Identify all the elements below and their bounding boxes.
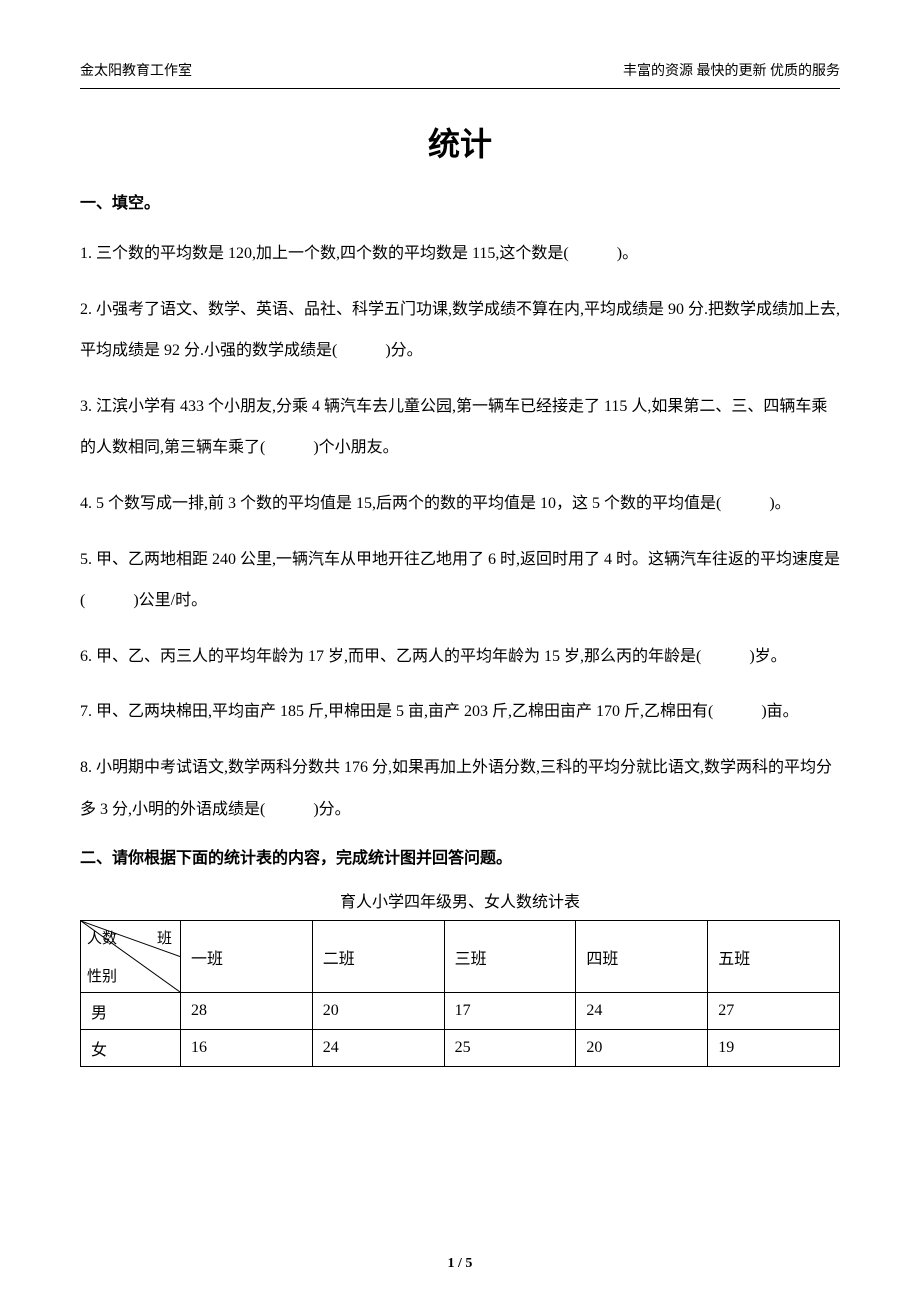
question-5: 5. 甲、乙两地相距 240 公里,一辆汽车从甲地开往乙地用了 6 时,返回时用…	[80, 539, 840, 622]
question-2: 2. 小强考了语文、数学、英语、品社、科学五门功课,数学成绩不算在内,平均成绩是…	[80, 289, 840, 372]
table-row: 男 28 20 17 24 27	[81, 993, 840, 1030]
table-row-label: 男	[81, 993, 181, 1030]
question-6: 6. 甲、乙、丙三人的平均年龄为 17 岁,而甲、乙两人的平均年龄为 15 岁,…	[80, 636, 840, 678]
table-cell: 27	[708, 993, 840, 1030]
question-4: 4. 5 个数写成一排,前 3 个数的平均值是 15,后两个的数的平均值是 10…	[80, 483, 840, 525]
table-cell: 24	[576, 993, 708, 1030]
question-3: 3. 江滨小学有 433 个小朋友,分乘 4 辆汽车去儿童公园,第一辆车已经接走…	[80, 386, 840, 469]
table-header-row: 人数 班 性别 一班 二班 三班 四班 五班	[81, 921, 840, 993]
table-caption: 育人小学四年级男、女人数统计表	[80, 888, 840, 912]
table-cell: 24	[312, 1030, 444, 1067]
table-col-header: 四班	[576, 921, 708, 993]
table-cell: 16	[181, 1030, 313, 1067]
diag-bottom-label: 性别	[87, 965, 117, 986]
header-right: 丰富的资源 最快的更新 优质的服务	[623, 60, 840, 80]
header-underline	[80, 88, 840, 89]
table-col-header: 一班	[181, 921, 313, 993]
question-7: 7. 甲、乙两块棉田,平均亩产 185 斤,甲棉田是 5 亩,亩产 203 斤,…	[80, 691, 840, 733]
table-row-label: 女	[81, 1030, 181, 1067]
diag-top-label: 班	[157, 927, 172, 948]
table-col-header: 三班	[444, 921, 576, 993]
table-row: 女 16 24 25 20 19	[81, 1030, 840, 1067]
question-8: 8. 小明期中考试语文,数学两科分数共 176 分,如果再加上外语分数,三科的平…	[80, 747, 840, 830]
table-diagonal-header: 人数 班 性别	[81, 921, 181, 993]
page-number: 1 / 5	[0, 1256, 920, 1272]
table-cell: 20	[576, 1030, 708, 1067]
question-1: 1. 三个数的平均数是 120,加上一个数,四个数的平均数是 115,这个数是(…	[80, 233, 840, 275]
table-cell: 19	[708, 1030, 840, 1067]
diag-left-label: 人数	[87, 927, 117, 948]
page-title: 统计	[80, 119, 840, 165]
section2-heading: 二、请你根据下面的统计表的内容，完成统计图并回答问题。	[80, 844, 840, 868]
table-cell: 28	[181, 993, 313, 1030]
page-header: 金太阳教育工作室 丰富的资源 最快的更新 优质的服务	[80, 60, 840, 80]
table-col-header: 五班	[708, 921, 840, 993]
header-left: 金太阳教育工作室	[80, 60, 192, 80]
statistics-table: 人数 班 性别 一班 二班 三班 四班 五班 男 28 20 17 24 27 …	[80, 920, 840, 1067]
table-cell: 20	[312, 993, 444, 1030]
table-cell: 25	[444, 1030, 576, 1067]
section1-heading: 一、填空。	[80, 189, 840, 213]
table-cell: 17	[444, 993, 576, 1030]
table-col-header: 二班	[312, 921, 444, 993]
